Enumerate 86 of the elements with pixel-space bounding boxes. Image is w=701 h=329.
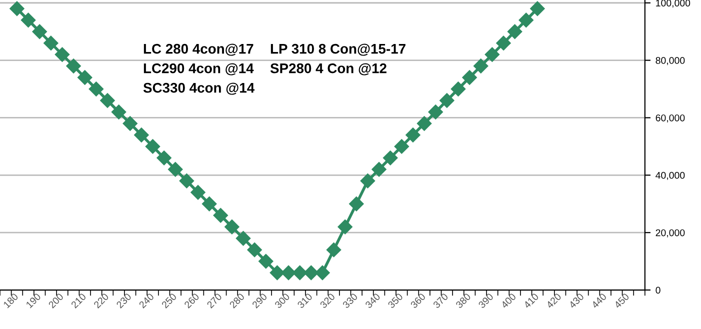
x-tick-label: 390 — [478, 292, 494, 309]
annotation: LC 280 4con@17 — [144, 44, 254, 56]
x-tick-label: 320 — [320, 292, 336, 309]
point — [44, 36, 58, 50]
x-tick-label: 400 — [500, 292, 516, 309]
point — [156, 150, 172, 166]
point — [20, 12, 36, 28]
x-tick-label: 200 — [48, 292, 64, 309]
point — [258, 254, 274, 269]
x-tick-label: 350 — [387, 292, 404, 309]
x-tick-label: 250 — [161, 292, 177, 309]
point — [304, 265, 319, 280]
point — [440, 93, 454, 108]
y-tick-label: 100,000 — [656, 0, 690, 8]
point — [473, 58, 488, 74]
x-tick-label: 290 — [252, 292, 268, 309]
point — [54, 47, 70, 62]
point — [315, 265, 330, 280]
annotation: SC330 4con @14 — [143, 82, 255, 95]
x-tick-label: 420 — [546, 292, 562, 309]
x-tick-label: 430 — [568, 292, 584, 309]
point — [77, 70, 92, 85]
point — [213, 208, 228, 223]
point — [530, 1, 545, 16]
point — [428, 104, 443, 120]
point — [247, 242, 262, 258]
point — [111, 104, 126, 120]
point — [224, 219, 240, 234]
x-tick-label: 300 — [274, 292, 290, 309]
x-tick-label: 310 — [296, 292, 313, 309]
point — [134, 128, 149, 142]
x-tick-label: 340 — [364, 292, 381, 309]
x-tick-label: 190 — [26, 292, 42, 308]
point — [190, 184, 206, 200]
x-tick-label: 380 — [455, 292, 472, 309]
point — [270, 265, 285, 280]
point — [394, 139, 410, 154]
point — [416, 116, 432, 131]
point — [168, 162, 183, 177]
y-tick-label: 20,000 — [656, 229, 685, 238]
point — [484, 47, 500, 62]
point — [372, 162, 386, 177]
x-tick-label: 330 — [342, 292, 358, 309]
point — [382, 150, 398, 166]
annotation: LC290 4con @14 — [144, 63, 254, 76]
point — [100, 93, 115, 108]
point — [326, 242, 342, 258]
point — [122, 116, 138, 131]
x-tick-label: 180 — [3, 292, 19, 308]
point — [349, 196, 364, 212]
x-tick-label: 450 — [614, 292, 630, 309]
x-tick-label: 270 — [206, 292, 222, 309]
x-tick-label: 440 — [590, 292, 607, 309]
point — [10, 1, 24, 16]
point — [236, 230, 251, 246]
x-tick-label: 360 — [410, 292, 426, 309]
y-tick-label: 60,000 — [656, 114, 685, 122]
x-tick-label: 370 — [432, 292, 448, 309]
point — [507, 24, 522, 39]
point — [450, 82, 466, 96]
y-tick-label: 0 — [656, 286, 660, 294]
point — [88, 82, 104, 96]
x-tick-label: 260 — [184, 292, 200, 309]
point — [462, 70, 477, 85]
y-tick-label: 80,000 — [656, 57, 685, 66]
point — [292, 265, 308, 280]
x-tick-label: 210 — [70, 292, 86, 309]
point — [32, 24, 47, 39]
point — [360, 174, 376, 188]
y-tick-label: 40,000 — [656, 172, 685, 180]
x-tick-label: 280 — [229, 292, 245, 309]
x-tick-label: 410 — [523, 292, 540, 309]
point — [145, 139, 160, 154]
annotation: LP 310 8 Con@15-17 — [270, 44, 406, 56]
point — [518, 12, 534, 28]
point — [66, 58, 81, 74]
point — [406, 128, 420, 142]
point — [338, 219, 352, 234]
x-tick-label: 240 — [138, 292, 154, 309]
point — [179, 174, 194, 188]
annotation: SP280 4 Con @12 — [270, 63, 386, 76]
x-tick-label: 220 — [93, 292, 110, 309]
point — [281, 265, 296, 280]
x-tick-label: 230 — [116, 292, 132, 309]
point — [496, 36, 511, 50]
point — [202, 196, 217, 212]
